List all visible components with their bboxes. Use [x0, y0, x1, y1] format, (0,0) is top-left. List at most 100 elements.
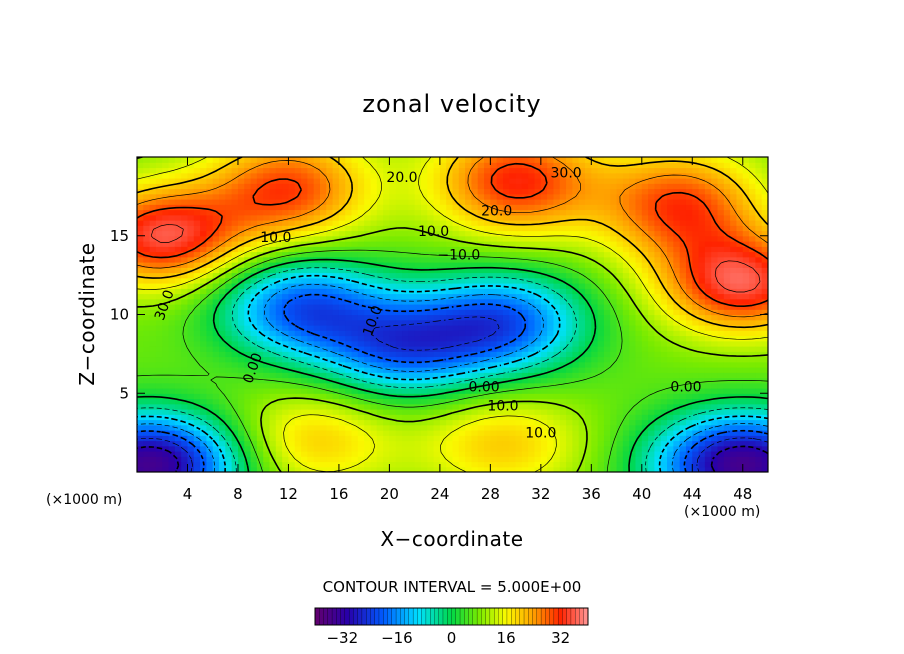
- heatmap-cell: [168, 388, 176, 394]
- heatmap-cell: [635, 283, 643, 289]
- heatmap-cell: [490, 377, 498, 384]
- heatmap-cell: [383, 162, 390, 169]
- heatmap-cell: [155, 319, 163, 326]
- heatmap-cell: [370, 272, 378, 279]
- heatmap-cell: [351, 293, 359, 300]
- heatmap-cell: [244, 314, 252, 321]
- heatmap-cell: [585, 346, 592, 352]
- heatmap-cell: [282, 288, 290, 295]
- heatmap-cell: [572, 241, 580, 247]
- heatmap-cell: [465, 256, 473, 263]
- heatmap-cell: [206, 204, 214, 211]
- heatmap-cell: [502, 225, 510, 232]
- heatmap-cell: [654, 304, 662, 310]
- heatmap-cell: [553, 409, 561, 415]
- heatmap-cell: [635, 403, 643, 410]
- heatmap-cell: [212, 314, 220, 321]
- heatmap-cell: [641, 325, 649, 331]
- heatmap-cell: [364, 419, 372, 426]
- heatmap-cell: [332, 288, 340, 295]
- heatmap-cell: [301, 445, 308, 452]
- heatmap-cell: [591, 256, 599, 263]
- heatmap-cell: [212, 398, 220, 405]
- heatmap-cell: [547, 283, 555, 289]
- heatmap-cell: [452, 377, 460, 384]
- heatmap-cell: [433, 199, 441, 205]
- heatmap-cell: [452, 403, 460, 410]
- heatmap-cell: [345, 388, 353, 394]
- heatmap-cell: [219, 440, 226, 447]
- heatmap-cell: [622, 351, 630, 358]
- heatmap-cell: [654, 398, 662, 405]
- heatmap-cell: [313, 367, 321, 373]
- heatmap-cell: [181, 230, 189, 237]
- heatmap-cell: [269, 440, 277, 447]
- heatmap-cell: [395, 246, 403, 253]
- heatmap-cell: [414, 424, 422, 431]
- heatmap-cell: [559, 230, 567, 237]
- heatmap-cell: [351, 388, 359, 394]
- heatmap-cell: [566, 398, 573, 405]
- heatmap-cell: [162, 393, 170, 400]
- heatmap-cell: [231, 351, 239, 358]
- heatmap-cell: [547, 372, 555, 379]
- heatmap-cell: [433, 293, 441, 300]
- heatmap-cell: [414, 440, 422, 447]
- heatmap-cell: [143, 183, 151, 190]
- heatmap-cell: [307, 293, 315, 300]
- heatmap-cell: [181, 241, 189, 247]
- heatmap-cell: [502, 367, 510, 373]
- heatmap-cell: [269, 277, 277, 284]
- heatmap-cell: [471, 288, 479, 295]
- heatmap-cell: [187, 214, 195, 221]
- heatmap-cell: [168, 319, 176, 326]
- heatmap-cell: [244, 283, 252, 289]
- heatmap-cell: [212, 251, 220, 258]
- heatmap-cell: [641, 178, 649, 184]
- heatmap-cell: [572, 435, 580, 442]
- heatmap-cell: [547, 319, 555, 326]
- heatmap-cell: [509, 225, 517, 232]
- heatmap-cell: [137, 419, 144, 426]
- heatmap-cell: [332, 235, 340, 242]
- heatmap-cell: [553, 419, 561, 426]
- heatmap-cell: [433, 298, 441, 305]
- heatmap-cell: [622, 361, 630, 368]
- heatmap-cell: [433, 157, 441, 163]
- heatmap-cell: [319, 456, 327, 463]
- heatmap-cell: [502, 230, 510, 237]
- heatmap-cell: [206, 162, 214, 169]
- heatmap-cell: [616, 167, 624, 174]
- heatmap-cell: [231, 356, 239, 363]
- heatmap-cell: [635, 162, 643, 169]
- heatmap-cell: [250, 361, 258, 368]
- heatmap-cell: [364, 183, 372, 190]
- heatmap-cell: [244, 246, 252, 253]
- heatmap-cell: [566, 461, 573, 468]
- heatmap-cell: [471, 235, 479, 242]
- heatmap-cell: [187, 346, 195, 352]
- heatmap-cell: [168, 199, 176, 205]
- heatmap-cell: [301, 361, 308, 368]
- heatmap-cell: [439, 293, 447, 300]
- heatmap-cell: [200, 382, 208, 389]
- heatmap-cell: [206, 172, 214, 179]
- heatmap-cell: [206, 393, 214, 400]
- heatmap-cell: [212, 388, 220, 394]
- heatmap-cell: [149, 172, 157, 179]
- heatmap-cell: [471, 361, 479, 368]
- heatmap-cell: [566, 214, 573, 221]
- heatmap-cell: [660, 388, 668, 394]
- heatmap-cell: [137, 209, 144, 216]
- heatmap-cell: [250, 319, 258, 326]
- heatmap-cell: [376, 367, 384, 373]
- heatmap-cell: [622, 398, 630, 405]
- heatmap-cell: [294, 162, 302, 169]
- heatmap-cell: [162, 241, 170, 247]
- heatmap-cell: [256, 246, 264, 253]
- heatmap-cell: [345, 414, 353, 421]
- heatmap-cell: [502, 456, 510, 463]
- heatmap-cell: [250, 430, 258, 436]
- heatmap-cell: [282, 183, 290, 190]
- heatmap-cell: [553, 162, 561, 169]
